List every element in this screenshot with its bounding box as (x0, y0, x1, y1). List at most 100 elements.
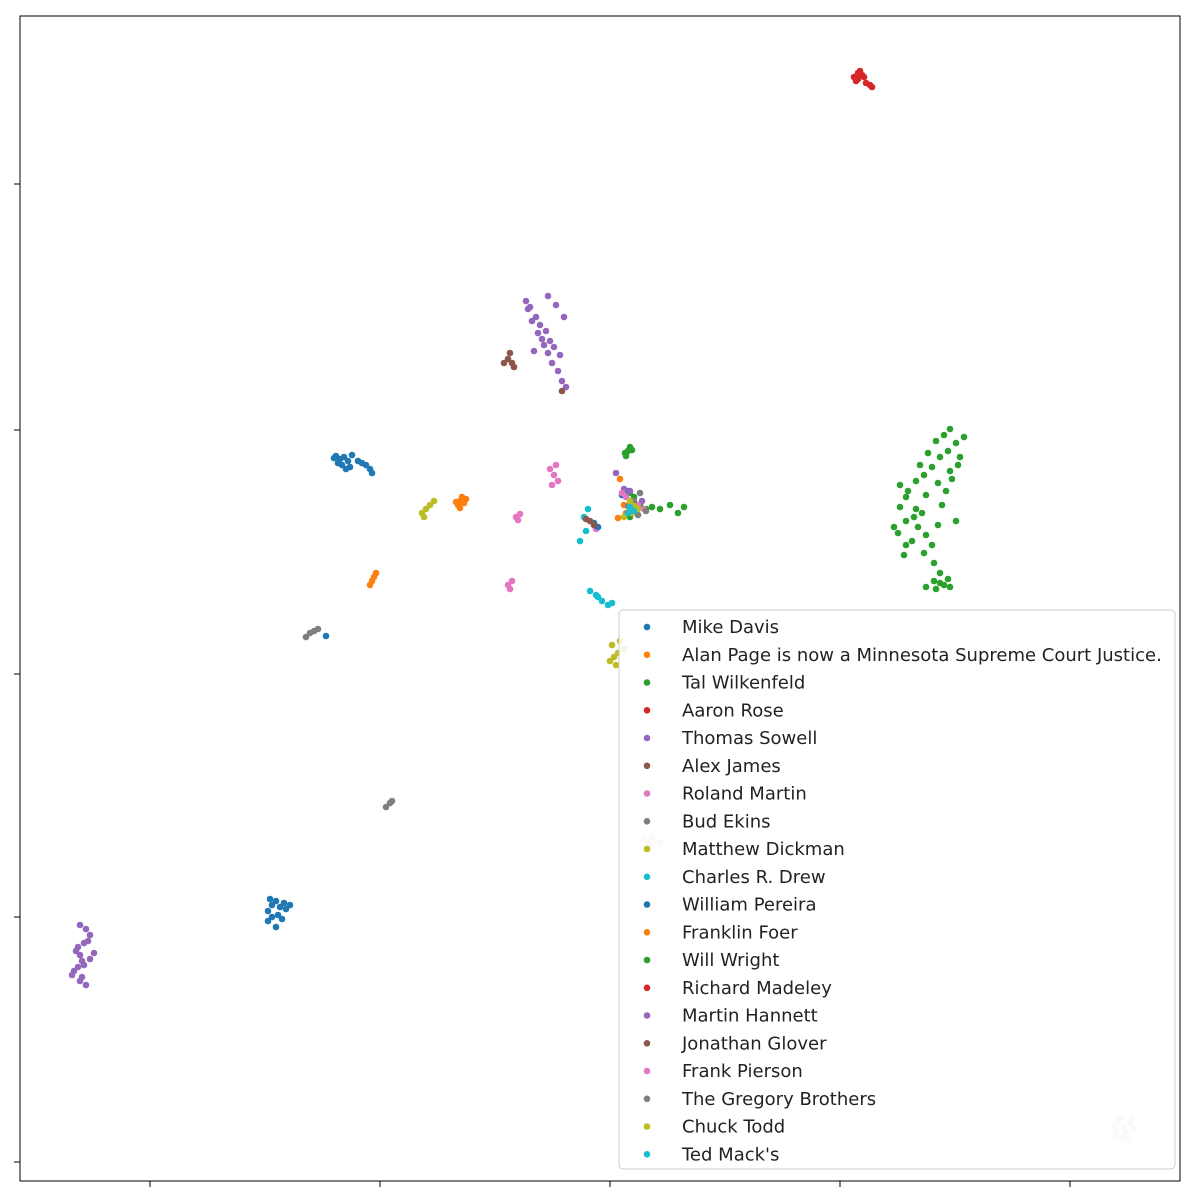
point-12-26 (928, 541, 936, 549)
point-12-35 (940, 431, 948, 439)
point-4-21 (538, 335, 546, 343)
point-5-4 (510, 363, 518, 371)
point-12-46 (952, 517, 960, 525)
point-5-5 (558, 387, 566, 395)
point-4-8 (524, 305, 532, 313)
point-18-0 (626, 497, 634, 505)
series-12 (890, 425, 968, 593)
point-6-9 (508, 577, 516, 585)
point-4-17 (544, 292, 552, 300)
point-1-5 (456, 504, 464, 512)
point-12-9 (956, 453, 964, 461)
point-4-12 (544, 349, 552, 357)
point-3-9 (854, 75, 862, 83)
point-12-3 (920, 471, 928, 479)
point-4-18 (552, 301, 560, 309)
point-12-10 (946, 467, 954, 475)
legend-label-17: The Gregory Brothers (681, 1089, 876, 1110)
point-2-4 (622, 452, 630, 460)
legend-label-18: Chuck Todd (682, 1117, 785, 1138)
legend-label-7: Bud Ekins (682, 811, 771, 832)
point-8-2 (426, 501, 434, 509)
series-1 (366, 493, 470, 589)
point-9-2 (582, 527, 590, 535)
point-3-5 (860, 73, 868, 81)
point-4-15 (558, 377, 566, 385)
series-10 (264, 487, 632, 931)
point-4-3 (536, 321, 544, 329)
point-4-4 (542, 327, 550, 335)
point-4-9 (528, 317, 536, 325)
point-7-6 (388, 797, 396, 805)
point-14-16 (82, 981, 90, 989)
point-1-4 (462, 495, 470, 503)
point-12-32 (916, 461, 924, 469)
point-4-10 (534, 329, 542, 337)
legend-label-19: Ted Mack's (681, 1144, 779, 1165)
point-4-5 (546, 337, 554, 345)
point-9-4 (586, 587, 594, 595)
legend-marker-2 (643, 679, 651, 686)
point-9-6 (598, 597, 606, 605)
point-10-11 (286, 901, 294, 909)
point-12-36 (946, 425, 954, 433)
point-16-1 (622, 493, 630, 501)
point-17-3 (642, 507, 650, 515)
point-14-10 (74, 963, 82, 971)
point-4-19 (560, 313, 568, 321)
point-2-13 (680, 503, 688, 511)
point-12-44 (930, 577, 938, 585)
legend-label-6: Roland Martin (682, 784, 807, 805)
point-12-29 (942, 487, 950, 495)
series-9 (576, 505, 616, 609)
legend-marker-6 (643, 790, 651, 797)
point-11-4 (616, 475, 624, 483)
point-4-20 (530, 347, 538, 355)
point-4-7 (556, 351, 564, 359)
legend-label-14: Martin Hannett (682, 1006, 818, 1027)
point-8-8 (608, 641, 616, 649)
legend-label-0: Mike Davis (682, 617, 779, 638)
point-4-14 (554, 367, 562, 375)
legend-label-11: Franklin Foer (682, 922, 798, 943)
point-10-13 (322, 632, 330, 640)
point-12-38 (890, 523, 898, 531)
point-6-1 (550, 471, 558, 479)
legend-marker-12 (643, 956, 651, 964)
point-12-30 (948, 475, 956, 483)
point-14-3 (74, 943, 82, 951)
legend-marker-13 (643, 984, 651, 992)
legend-label-16: Frank Pierson (682, 1061, 803, 1082)
point-12-4 (928, 463, 936, 471)
point-15-2 (590, 521, 598, 529)
point-6-6 (516, 510, 524, 518)
point-8-10 (612, 661, 620, 669)
point-15-1 (586, 517, 594, 525)
point-3-4 (856, 67, 864, 75)
legend-marker-5 (643, 762, 651, 770)
point-7-3 (314, 625, 322, 633)
point-10-0 (264, 907, 272, 915)
point-12-45 (940, 581, 948, 589)
point-7-0 (302, 633, 310, 641)
point-5-1 (504, 355, 512, 363)
point-14-20 (626, 487, 634, 495)
point-4-6 (550, 343, 558, 351)
point-5-0 (500, 359, 508, 367)
point-12-12 (922, 491, 930, 499)
point-12-41 (932, 585, 940, 593)
point-10-4 (280, 899, 288, 907)
point-16-0 (618, 489, 626, 497)
point-12-1 (904, 487, 912, 495)
point-14-18 (612, 469, 620, 477)
point-12-2 (912, 477, 920, 485)
point-14-11 (80, 961, 88, 969)
point-9-9 (594, 593, 602, 601)
point-4-16 (562, 383, 570, 391)
point-5-3 (506, 349, 514, 357)
point-19-2 (624, 509, 632, 517)
point-10-2 (272, 897, 280, 905)
point-12-37 (902, 541, 910, 549)
legend-marker-18 (643, 1123, 651, 1130)
